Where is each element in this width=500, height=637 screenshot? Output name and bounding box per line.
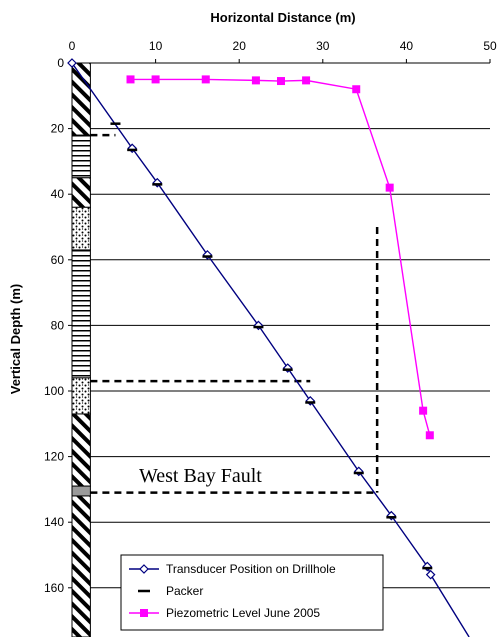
gridlines (72, 128, 490, 589)
transducer-point (425, 569, 436, 580)
legend-entry-label: Transducer Position on Drillhole (166, 562, 336, 576)
lithology-segment (71, 206, 91, 251)
x-tick-label: 50 (483, 39, 497, 53)
piezometric-point (419, 406, 428, 415)
dashed-guides (90, 133, 379, 494)
piezometric-point (425, 431, 434, 440)
y-tick-label: 60 (51, 253, 65, 267)
y-tick-label: 160 (44, 581, 64, 595)
x-tick-label: 30 (316, 39, 330, 53)
piezometric-point (126, 75, 135, 84)
piezometric-point (251, 76, 260, 85)
lithology-segment (71, 413, 91, 487)
lithology-segment (71, 249, 91, 379)
axes: 0 20 40 60 80 100 120 140 160 0 10 20 30 40 50 (44, 39, 497, 637)
lithology-segment (71, 495, 91, 637)
lithology-segment (71, 134, 91, 179)
y-tick-label: 120 (44, 450, 64, 464)
piezometric-point (302, 76, 311, 85)
x-tick-label: 0 (69, 39, 76, 53)
piezometric-point (151, 75, 160, 84)
piezometric-point (385, 183, 394, 192)
y-axis-title: Vertical Depth (m) (8, 284, 23, 395)
lithology-segment (71, 377, 91, 415)
piezometric-point (201, 75, 210, 84)
y-tick-label: 0 (57, 56, 64, 70)
transducer-point (67, 58, 77, 68)
y-tick-label: 80 (51, 318, 65, 332)
x-tick-label: 20 (233, 39, 247, 53)
series-layer (67, 58, 470, 637)
lithology-segment (71, 485, 91, 497)
legend-entry-label: Piezometric Level June 2005 (166, 606, 320, 620)
legend-marker (140, 609, 148, 617)
y-tick-label: 40 (51, 187, 65, 201)
legend-marker (139, 564, 149, 574)
lithology-segment (71, 62, 91, 136)
lithology-segment (71, 177, 91, 208)
legend-box (120, 554, 384, 631)
piezometric-line (130, 78, 431, 436)
legend-entry-label: Packer (166, 584, 203, 598)
x-tick-label: 10 (149, 39, 163, 53)
x-tick-label: 40 (400, 39, 414, 53)
legend: Transducer Position on Drillhole Packer Pi… (120, 554, 384, 631)
x-axis-title: Horizontal Distance (m) (210, 10, 355, 25)
lithology-column (71, 62, 91, 637)
piezometric-point (352, 85, 361, 94)
fault-annotation: West Bay Fault (139, 465, 262, 487)
piezometric-point (277, 77, 285, 86)
y-tick-label: 140 (44, 515, 64, 529)
y-tick-label: 20 (51, 122, 65, 136)
y-tick-label: 100 (44, 384, 64, 398)
